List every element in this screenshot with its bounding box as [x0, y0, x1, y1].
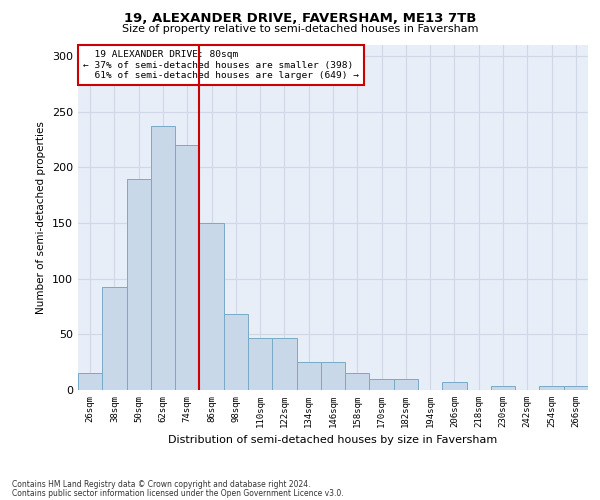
Bar — [127, 178, 151, 390]
Bar — [539, 386, 564, 390]
Bar — [296, 362, 321, 390]
Text: 19 ALEXANDER DRIVE: 80sqm
← 37% of semi-detached houses are smaller (398)
  61% : 19 ALEXANDER DRIVE: 80sqm ← 37% of semi-… — [83, 50, 359, 80]
X-axis label: Distribution of semi-detached houses by size in Faversham: Distribution of semi-detached houses by … — [169, 436, 497, 446]
Text: 19, ALEXANDER DRIVE, FAVERSHAM, ME13 7TB: 19, ALEXANDER DRIVE, FAVERSHAM, ME13 7TB — [124, 12, 476, 26]
Bar — [78, 374, 102, 390]
Bar — [224, 314, 248, 390]
Text: Contains public sector information licensed under the Open Government Licence v3: Contains public sector information licen… — [12, 488, 344, 498]
Text: Size of property relative to semi-detached houses in Faversham: Size of property relative to semi-detach… — [122, 24, 478, 34]
Bar — [151, 126, 175, 390]
Bar — [199, 223, 224, 390]
Bar — [272, 338, 296, 390]
Text: Contains HM Land Registry data © Crown copyright and database right 2024.: Contains HM Land Registry data © Crown c… — [12, 480, 311, 489]
Bar — [564, 386, 588, 390]
Y-axis label: Number of semi-detached properties: Number of semi-detached properties — [37, 121, 46, 314]
Bar — [102, 286, 127, 390]
Bar — [370, 379, 394, 390]
Bar — [345, 374, 370, 390]
Bar — [175, 145, 199, 390]
Bar — [491, 386, 515, 390]
Bar — [321, 362, 345, 390]
Bar — [442, 382, 467, 390]
Bar — [394, 379, 418, 390]
Bar — [248, 338, 272, 390]
